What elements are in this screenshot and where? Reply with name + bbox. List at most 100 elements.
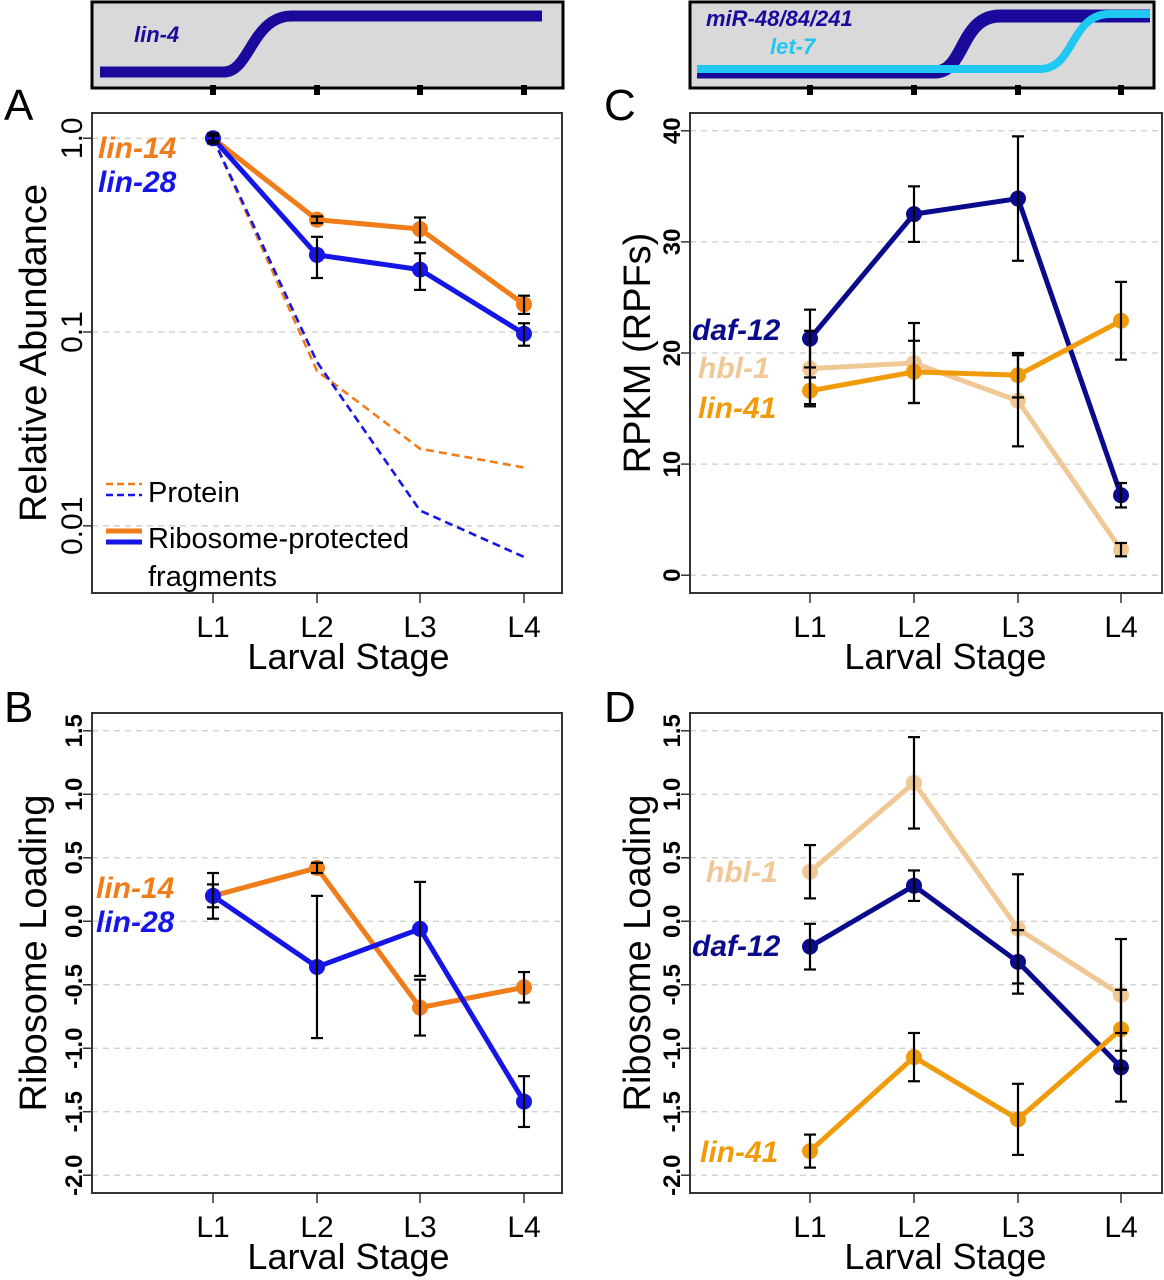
y-axis-label: Relative Abundance bbox=[13, 184, 55, 522]
let-7-expression-curve bbox=[697, 10, 1150, 73]
y-tick-label: -2.0 bbox=[659, 1155, 686, 1196]
y-tick-label: -1.0 bbox=[61, 1028, 88, 1069]
y-axis-label: Ribosome Loading bbox=[13, 795, 55, 1112]
series-label: hbl-1 bbox=[698, 352, 770, 385]
panel-letter: A bbox=[4, 81, 34, 130]
series-line-lin-41 bbox=[808, 1027, 1123, 1153]
y-tick-label: -0.5 bbox=[659, 964, 686, 1005]
x-tick-label: L1 bbox=[196, 1211, 229, 1244]
x-tick-label: L4 bbox=[1104, 611, 1137, 644]
protein-line-lin-14 bbox=[211, 137, 525, 469]
legend-label-rpf-cont: fragments bbox=[148, 561, 277, 593]
y-tick-label: -1.0 bbox=[659, 1028, 686, 1069]
timeline-label: let-7 bbox=[770, 34, 817, 59]
x-tick-label: L2 bbox=[300, 611, 333, 644]
legend-label-protein: Protein bbox=[148, 477, 240, 509]
y-axis-label: RPKM (RPFs) bbox=[617, 233, 659, 474]
timeline-tick bbox=[911, 85, 917, 95]
protein-line-lin-28 bbox=[211, 137, 525, 559]
x-tick-label: L3 bbox=[403, 611, 436, 644]
y-tick-label: -0.5 bbox=[61, 964, 88, 1005]
y-tick-label: 1.0 bbox=[56, 117, 89, 159]
y-tick-label: 0.0 bbox=[659, 905, 686, 938]
series-line-lin-14 bbox=[212, 865, 525, 1011]
series-label: lin-41 bbox=[698, 392, 776, 425]
y-axis-label: Ribosome Loading bbox=[617, 795, 659, 1112]
y-tick-label: 1.5 bbox=[659, 714, 686, 747]
timeline-label: miR-48/84/241 bbox=[706, 6, 853, 31]
series-label: hbl-1 bbox=[706, 856, 778, 889]
y-tick-label: 10 bbox=[659, 451, 686, 478]
mirna-timeline: miR-48/84/241 let-7 bbox=[688, 0, 1156, 95]
y-tick-label: 20 bbox=[659, 340, 686, 367]
series-line-hbl-1 bbox=[809, 360, 1124, 552]
series-line-lin-41 bbox=[809, 318, 1123, 394]
x-axis-label: Larval Stage bbox=[844, 1236, 1046, 1277]
timeline-tick bbox=[417, 85, 423, 95]
series-label: daf-12 bbox=[692, 314, 781, 347]
y-tick-label: 40 bbox=[659, 117, 686, 144]
legend: Protein Ribosome-protected fragments bbox=[106, 477, 409, 593]
x-tick-label: L1 bbox=[793, 1211, 826, 1244]
series-label: lin-41 bbox=[700, 1136, 778, 1169]
panel-c: C 0 10 20 30 40 RPKM (RPFs) L1 L2 L3 L4 Larval Stag… bbox=[604, 0, 1163, 677]
series-label: lin-28 bbox=[96, 906, 175, 939]
lin-4-expression-curve bbox=[100, 10, 542, 78]
series-label: lin-28 bbox=[98, 166, 177, 199]
x-tick-label: L3 bbox=[403, 1211, 436, 1244]
x-tick-label: L4 bbox=[1104, 1211, 1137, 1244]
x-axis-label: Larval Stage bbox=[247, 1236, 449, 1277]
y-tick-label: 1.0 bbox=[61, 778, 88, 811]
y-tick-label: 0.01 bbox=[56, 497, 89, 555]
panel-letter: C bbox=[604, 81, 636, 130]
panel-b: B 1.5 1.0 0.5 0.0 -0.5 -1.0 -1.5 -2.0 Ribosome Lo… bbox=[4, 683, 563, 1277]
plot-frame bbox=[91, 112, 563, 594]
series-label: lin-14 bbox=[98, 132, 177, 165]
y-tick-label: -1.5 bbox=[61, 1091, 88, 1132]
timeline-tick bbox=[521, 85, 527, 95]
x-tick-label: L3 bbox=[1001, 1211, 1034, 1244]
timeline-tick bbox=[807, 85, 813, 95]
x-tick-label: L1 bbox=[196, 611, 229, 644]
series-label: daf-12 bbox=[692, 930, 781, 963]
y-tick-label: 1.5 bbox=[61, 714, 88, 747]
plot-frame bbox=[91, 712, 563, 1194]
x-tick-label: L3 bbox=[1001, 611, 1034, 644]
y-tick-label: 30 bbox=[659, 229, 686, 256]
y-tick-label: 0.5 bbox=[659, 841, 686, 874]
series-line-lin-14 bbox=[211, 136, 526, 307]
y-tick-label: 1.0 bbox=[659, 778, 686, 811]
legend-label-rpf: Ribosome-protected bbox=[148, 523, 409, 555]
timeline-tick bbox=[210, 85, 216, 95]
series-line-hbl-1 bbox=[808, 779, 1123, 998]
x-axis-label: Larval Stage bbox=[247, 636, 449, 677]
timeline-tick bbox=[1118, 85, 1124, 95]
y-tick-label: 0.1 bbox=[56, 311, 89, 353]
timeline-tick bbox=[1015, 85, 1021, 95]
y-tick-label: -1.5 bbox=[659, 1091, 686, 1132]
series-line-daf-12 bbox=[808, 882, 1123, 1070]
series-line-lin-28 bbox=[211, 893, 527, 1103]
panel-letter: D bbox=[604, 683, 636, 732]
x-tick-label: L2 bbox=[897, 611, 930, 644]
x-axis-label: Larval Stage bbox=[844, 636, 1046, 677]
timeline-label: lin-4 bbox=[134, 22, 179, 47]
mirna-timeline: lin-4 bbox=[90, 0, 565, 95]
y-tick-label: 0 bbox=[659, 569, 686, 582]
panel-d: D 1.5 1.0 0.5 0.0 -0.5 -1.0 -1.5 -2.0 Ribosome Lo… bbox=[604, 683, 1163, 1277]
x-tick-label: L4 bbox=[507, 1211, 540, 1244]
timeline-tick bbox=[314, 85, 320, 95]
series-label: lin-14 bbox=[96, 872, 175, 905]
x-tick-label: L2 bbox=[300, 1211, 333, 1244]
y-tick-label: 0.5 bbox=[61, 841, 88, 874]
x-tick-label: L2 bbox=[897, 1211, 930, 1244]
panel-letter: B bbox=[4, 683, 33, 732]
series-line-lin-28 bbox=[211, 136, 526, 336]
plot-frame bbox=[689, 712, 1163, 1194]
x-tick-label: L1 bbox=[793, 611, 826, 644]
x-tick-label: L4 bbox=[507, 611, 540, 644]
y-tick-label: 0.0 bbox=[61, 905, 88, 938]
y-tick-label: -2.0 bbox=[61, 1155, 88, 1196]
